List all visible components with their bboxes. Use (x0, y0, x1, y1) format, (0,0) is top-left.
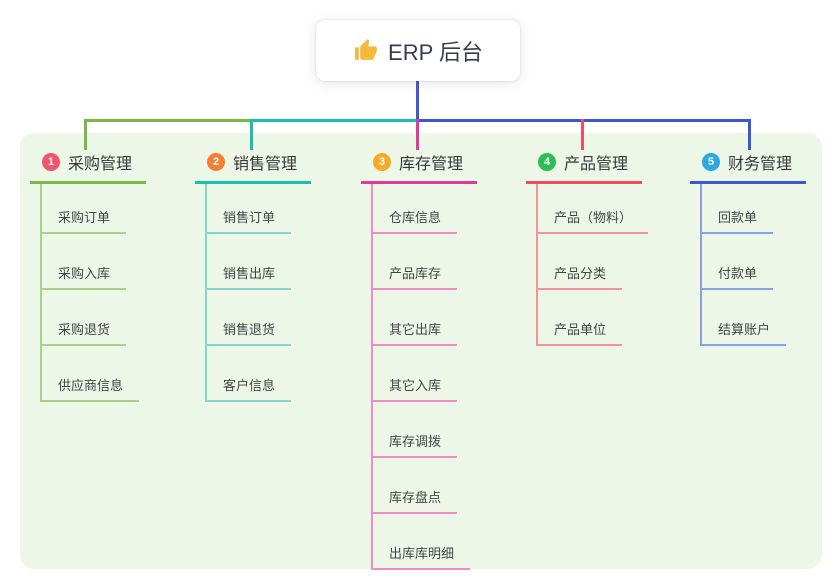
branch-header-node[interactable]: 3 库存管理 (361, 150, 478, 184)
root-node[interactable]: ERP 后台 (316, 20, 520, 81)
child-node[interactable]: 出库库明细 (373, 514, 471, 570)
branch-number-badge: 4 (538, 153, 556, 171)
branch-column: 3 库存管理 仓库信息 产品库存 其它出库 其它入库 库存调拨 库存盘点 出库库明细 (361, 150, 478, 570)
child-node[interactable]: 供应商信息 (42, 346, 140, 402)
child-node[interactable]: 销售退货 (207, 290, 292, 346)
child-node[interactable]: 产品库存 (373, 234, 458, 290)
branch-column: 2 销售管理 销售订单 销售出库 销售退货 客户信息 (195, 150, 312, 402)
child-node[interactable]: 回款单 (702, 184, 774, 234)
child-node[interactable]: 客户信息 (207, 346, 292, 402)
branch-drop-line-4 (581, 119, 584, 150)
branches-panel (20, 133, 822, 569)
child-node[interactable]: 销售出库 (207, 234, 292, 290)
child-node[interactable]: 结算账户 (702, 290, 787, 346)
child-node[interactable]: 销售订单 (207, 184, 292, 234)
branch-header-node[interactable]: 2 销售管理 (195, 150, 312, 184)
root-connector-line (416, 81, 419, 122)
child-node[interactable]: 产品单位 (538, 290, 623, 346)
child-node[interactable]: 库存调拨 (373, 402, 458, 458)
branch-children-list: 回款单 付款单 结算账户 (700, 184, 787, 346)
thumbs-up-icon (353, 38, 378, 63)
branch-label: 产品管理 (564, 156, 629, 173)
branch-drop-line-5 (748, 119, 751, 150)
branch-number-badge: 2 (207, 153, 225, 171)
branch-children-list: 采购订单 采购入库 采购退货 供应商信息 (40, 184, 140, 402)
connector-segment-teal (252, 119, 418, 122)
branch-drop-line-2 (250, 119, 253, 150)
child-node[interactable]: 仓库信息 (373, 184, 458, 234)
child-node[interactable]: 采购退货 (42, 290, 127, 346)
branch-children-list: 产品（物料） 产品分类 产品单位 (536, 184, 649, 346)
branch-label: 库存管理 (399, 156, 464, 173)
branch-number-badge: 5 (702, 153, 720, 171)
child-node[interactable]: 其它出库 (373, 290, 458, 346)
child-node[interactable]: 付款单 (702, 234, 774, 290)
branch-number-badge: 1 (42, 153, 60, 171)
child-node[interactable]: 采购订单 (42, 184, 127, 234)
child-node[interactable]: 产品（物料） (538, 184, 649, 234)
child-node[interactable]: 产品分类 (538, 234, 623, 290)
connector-segment-blue (418, 119, 751, 122)
branch-header-node[interactable]: 5 财务管理 (690, 150, 807, 184)
branch-label: 采购管理 (68, 156, 133, 173)
child-node[interactable]: 采购入库 (42, 234, 127, 290)
branch-children-list: 销售订单 销售出库 销售退货 客户信息 (205, 184, 292, 402)
branch-column: 5 财务管理 回款单 付款单 结算账户 (690, 150, 807, 346)
branch-drop-line-1 (84, 119, 87, 150)
branch-column: 1 采购管理 采购订单 采购入库 采购退货 供应商信息 (30, 150, 147, 402)
branch-label: 销售管理 (233, 156, 298, 173)
child-node[interactable]: 库存盘点 (373, 458, 458, 514)
branch-header-node[interactable]: 4 产品管理 (526, 150, 643, 184)
branch-children-list: 仓库信息 产品库存 其它出库 其它入库 库存调拨 库存盘点 出库库明细 (371, 184, 471, 570)
child-node[interactable]: 其它入库 (373, 346, 458, 402)
connector-segment-green (84, 119, 252, 122)
branch-number-badge: 3 (373, 153, 391, 171)
branch-drop-line-3 (416, 119, 419, 150)
branch-label: 财务管理 (728, 156, 793, 173)
branch-column: 4 产品管理 产品（物料） 产品分类 产品单位 (526, 150, 649, 346)
branch-header-node[interactable]: 1 采购管理 (30, 150, 147, 184)
root-node-label: ERP 后台 (388, 39, 483, 65)
